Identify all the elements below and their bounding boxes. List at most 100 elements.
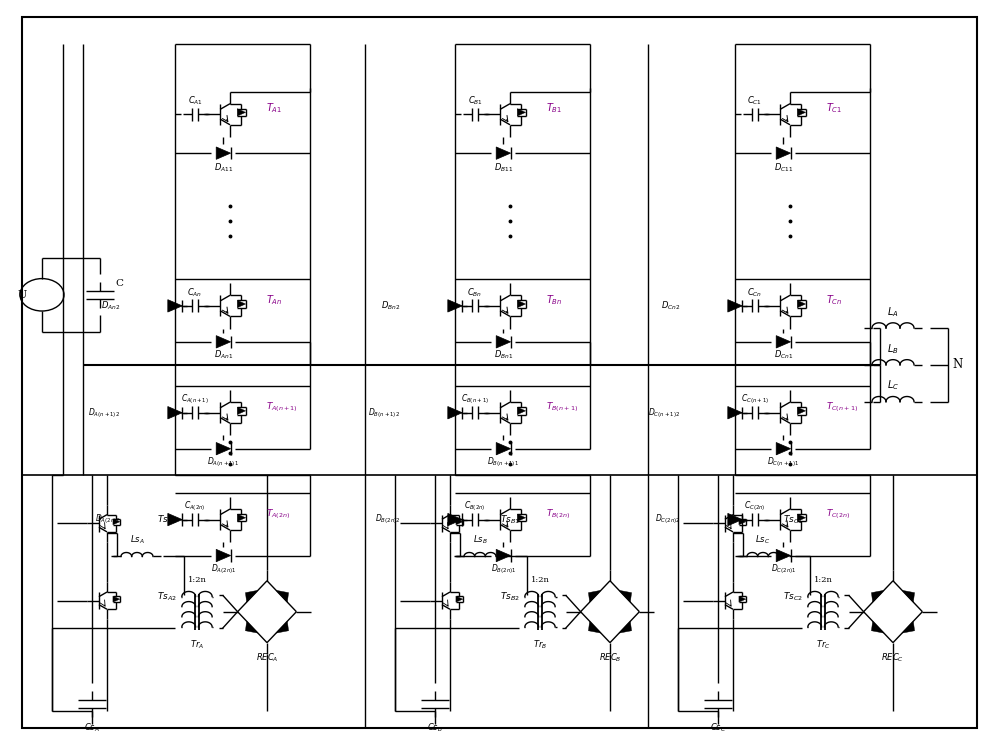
Text: $Cs_{B}$: $Cs_{B}$ <box>427 722 443 734</box>
Text: $Ts_{B2}$: $Ts_{B2}$ <box>500 591 520 603</box>
Polygon shape <box>216 147 231 159</box>
Text: $T_{Bn}$: $T_{Bn}$ <box>546 293 563 307</box>
Polygon shape <box>797 407 806 415</box>
Text: $C_{B(2n)}$: $C_{B(2n)}$ <box>464 500 486 513</box>
Text: $Cs_{A}$: $Cs_{A}$ <box>84 722 100 734</box>
FancyBboxPatch shape <box>22 17 977 728</box>
Text: 1:2n: 1:2n <box>188 576 206 584</box>
Polygon shape <box>113 519 120 525</box>
Polygon shape <box>276 621 289 633</box>
Text: $T_{C1}$: $T_{C1}$ <box>826 102 843 115</box>
Polygon shape <box>216 549 231 562</box>
Polygon shape <box>113 596 120 602</box>
Text: $C_{A(n+1)}$: $C_{A(n+1)}$ <box>181 393 209 406</box>
Polygon shape <box>797 300 806 308</box>
Text: $C_{An}$: $C_{An}$ <box>187 287 203 298</box>
Polygon shape <box>902 621 915 633</box>
Text: $Ts_{B1}$: $Ts_{B1}$ <box>500 514 520 525</box>
Polygon shape <box>776 147 791 159</box>
Text: $REC_{A}$: $REC_{A}$ <box>256 652 278 663</box>
Polygon shape <box>448 300 462 312</box>
Text: $Ts_{A2}$: $Ts_{A2}$ <box>157 591 177 603</box>
Polygon shape <box>588 590 601 602</box>
Polygon shape <box>448 514 462 525</box>
Text: $C_{Cn}$: $C_{Cn}$ <box>747 287 763 298</box>
Polygon shape <box>237 300 246 308</box>
Polygon shape <box>276 590 289 602</box>
Text: $D_{B(2n)2}$: $D_{B(2n)2}$ <box>375 513 400 526</box>
Text: $L_C$: $L_C$ <box>887 379 899 392</box>
Text: $D_{C(2n)2}$: $D_{C(2n)2}$ <box>655 513 680 526</box>
Polygon shape <box>797 514 806 522</box>
Text: $T_{B(n+1)}$: $T_{B(n+1)}$ <box>546 400 578 413</box>
Polygon shape <box>871 590 884 602</box>
Text: $D_{A(n+1)1}$: $D_{A(n+1)1}$ <box>207 455 239 469</box>
Polygon shape <box>776 335 791 348</box>
Polygon shape <box>237 514 246 522</box>
Text: $T_{C(n+1)}$: $T_{C(n+1)}$ <box>826 400 858 413</box>
Text: 1:2n: 1:2n <box>531 576 549 584</box>
Text: $Tr_{C}$: $Tr_{C}$ <box>816 639 830 652</box>
Polygon shape <box>728 407 742 419</box>
Polygon shape <box>739 519 746 525</box>
Polygon shape <box>496 147 511 159</box>
Polygon shape <box>739 596 746 602</box>
Text: $REC_{B}$: $REC_{B}$ <box>599 652 621 663</box>
Text: 1:2n: 1:2n <box>814 576 832 584</box>
Text: $D_{C11}$: $D_{C11}$ <box>774 161 793 174</box>
Text: $Ts_{C2}$: $Ts_{C2}$ <box>783 591 803 603</box>
Text: $C_{B(n+1)}$: $C_{B(n+1)}$ <box>461 393 489 406</box>
Text: $D_{A(n+1)2}$: $D_{A(n+1)2}$ <box>88 406 120 419</box>
Polygon shape <box>517 108 526 116</box>
Text: $Cs_{C}$: $Cs_{C}$ <box>710 722 726 734</box>
Text: $Ts_{C1}$: $Ts_{C1}$ <box>783 514 803 525</box>
Text: $C_{A(2n)}$: $C_{A(2n)}$ <box>184 500 206 513</box>
Text: N: N <box>953 358 963 371</box>
Text: $D_{A11}$: $D_{A11}$ <box>214 161 233 174</box>
Text: $L_B$: $L_B$ <box>887 342 899 355</box>
Text: $D_{B(2n)1}$: $D_{B(2n)1}$ <box>491 562 516 576</box>
Polygon shape <box>728 514 742 525</box>
Text: $D_{An1}$: $D_{An1}$ <box>214 349 233 361</box>
Text: $Tr_{A}$: $Tr_{A}$ <box>190 639 204 652</box>
Text: $D_{Bn1}$: $D_{Bn1}$ <box>494 349 513 361</box>
Polygon shape <box>588 621 601 633</box>
Text: $D_{An2}$: $D_{An2}$ <box>101 300 120 312</box>
Polygon shape <box>237 108 246 116</box>
Text: $T_{B1}$: $T_{B1}$ <box>546 102 563 115</box>
Polygon shape <box>245 621 258 633</box>
Text: $Ls_{B}$: $Ls_{B}$ <box>473 534 487 546</box>
Text: $T_{An}$: $T_{An}$ <box>266 293 283 307</box>
Polygon shape <box>797 108 806 116</box>
Text: $D_{C(n+1)2}$: $D_{C(n+1)2}$ <box>648 406 680 419</box>
Polygon shape <box>168 514 182 525</box>
Text: C: C <box>115 279 123 288</box>
Polygon shape <box>902 590 915 602</box>
Text: $Ls_{A}$: $Ls_{A}$ <box>130 534 144 546</box>
Text: $L_A$: $L_A$ <box>887 305 899 318</box>
Text: $Ts_{A1}$: $Ts_{A1}$ <box>157 514 177 525</box>
Text: $D_{B11}$: $D_{B11}$ <box>494 161 513 174</box>
Text: $T_{B(2n)}$: $T_{B(2n)}$ <box>546 507 571 520</box>
Text: $D_{Cn2}$: $D_{Cn2}$ <box>661 300 680 312</box>
Text: $D_{C(n+1)1}$: $D_{C(n+1)1}$ <box>767 455 799 469</box>
Text: $Tr_{B}$: $Tr_{B}$ <box>533 639 547 652</box>
Polygon shape <box>517 300 526 308</box>
Polygon shape <box>517 407 526 415</box>
Polygon shape <box>619 621 632 633</box>
Text: $Ls_{C}$: $Ls_{C}$ <box>755 534 771 546</box>
Polygon shape <box>168 407 182 419</box>
Text: $C_{Bn}$: $C_{Bn}$ <box>467 287 483 298</box>
Polygon shape <box>619 590 632 602</box>
Polygon shape <box>776 549 791 562</box>
Polygon shape <box>871 621 884 633</box>
Text: $C_{C(n+1)}$: $C_{C(n+1)}$ <box>741 393 769 406</box>
Polygon shape <box>456 519 463 525</box>
Text: $D_{Cn1}$: $D_{Cn1}$ <box>774 349 793 361</box>
Text: $C_{C1}$: $C_{C1}$ <box>747 95 763 107</box>
Polygon shape <box>216 442 231 455</box>
Text: $D_{C(2n)1}$: $D_{C(2n)1}$ <box>771 562 796 576</box>
Text: $D_{B(n+1)2}$: $D_{B(n+1)2}$ <box>368 406 400 419</box>
Polygon shape <box>496 335 511 348</box>
Text: $D_{A(2n)2}$: $D_{A(2n)2}$ <box>95 513 120 526</box>
